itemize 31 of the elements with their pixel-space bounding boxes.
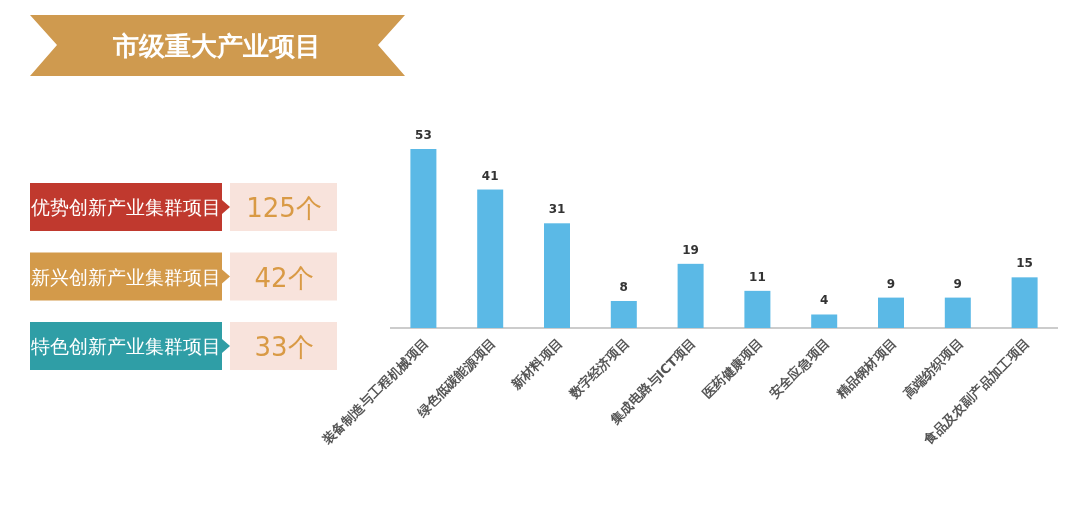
data-label: 11 bbox=[749, 269, 766, 284]
category-label: 特色创新产业集群项目 bbox=[31, 335, 221, 357]
bar bbox=[878, 297, 904, 328]
x-tick-label: 医药健康项目 bbox=[699, 335, 766, 402]
data-label: 9 bbox=[886, 276, 896, 291]
bar bbox=[811, 314, 838, 328]
bar bbox=[744, 290, 771, 328]
text: 33个 bbox=[254, 332, 314, 362]
text: 市级重大产业项目 bbox=[112, 31, 321, 61]
text: 125个 bbox=[246, 193, 322, 223]
bar bbox=[544, 223, 570, 328]
data-label: 9 bbox=[953, 276, 962, 291]
data-label: 53 bbox=[415, 128, 432, 142]
bar bbox=[477, 189, 504, 328]
bar bbox=[610, 300, 637, 328]
x-tick-label: 新材料项目 bbox=[507, 335, 566, 393]
bar bbox=[677, 263, 704, 328]
data-label: 4 bbox=[820, 293, 829, 308]
data-label: 41 bbox=[481, 168, 499, 183]
x-tick-label: 安全应急项目 bbox=[766, 335, 833, 402]
bar bbox=[410, 149, 437, 328]
category-label: 优势创新产业集群项目 bbox=[31, 196, 221, 218]
data-label: 8 bbox=[619, 279, 628, 294]
bar bbox=[944, 297, 971, 328]
data-label: 31 bbox=[548, 202, 566, 217]
text: 42个 bbox=[254, 262, 314, 293]
category-label: 新兴创新产业集群项目 bbox=[31, 265, 221, 288]
bar bbox=[1011, 277, 1038, 328]
data-label: 19 bbox=[682, 242, 699, 257]
x-tick-label: 精品钢材项目 bbox=[832, 335, 900, 402]
data-label: 15 bbox=[1016, 256, 1033, 271]
